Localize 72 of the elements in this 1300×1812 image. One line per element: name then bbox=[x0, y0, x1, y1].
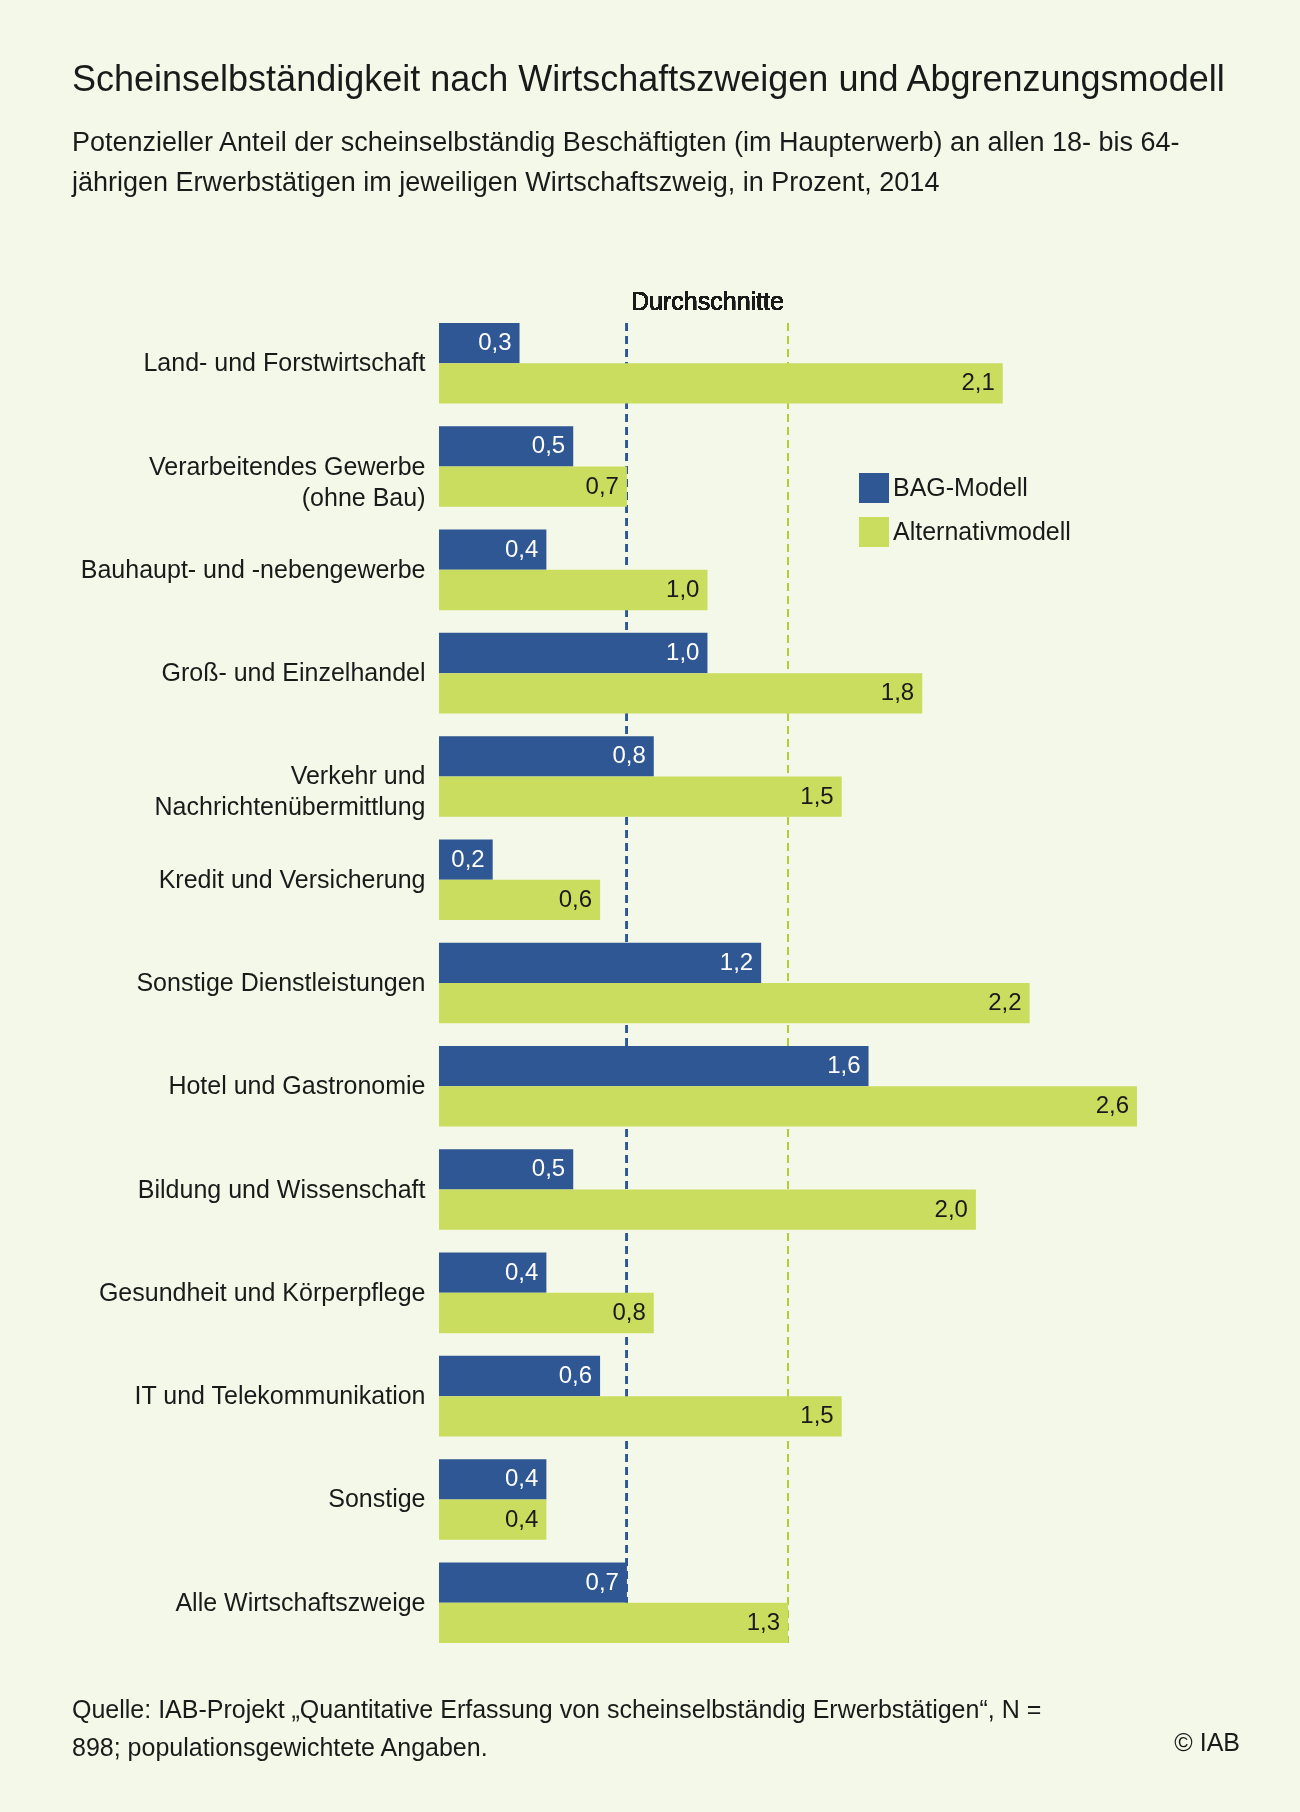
legend-label: Alternativmodell bbox=[893, 517, 1071, 545]
source-note: Quelle: IAB-Projekt „Quantitative Erfassung von scheinselbständig Erwerbstätigen“, N = 898; populationsgewichtete Angaben. bbox=[72, 1694, 1043, 1763]
data-label: 0,8 bbox=[612, 741, 646, 769]
bar bbox=[439, 942, 762, 983]
data-label: 0,7 bbox=[585, 471, 619, 499]
data-label: 0,3 bbox=[478, 328, 512, 356]
text: © IAB bbox=[1174, 1728, 1240, 1757]
bar bbox=[439, 323, 520, 364]
data-label: 0,4 bbox=[505, 534, 539, 562]
y-tick-label: IT und Telekommunikation bbox=[134, 1381, 426, 1410]
bar bbox=[439, 529, 547, 570]
legend-label: BAG-Modell bbox=[893, 473, 1028, 501]
y-tick-label: Bauhaupt- und -nebengewerbe bbox=[80, 554, 426, 583]
data-label: 0,4 bbox=[505, 1504, 539, 1532]
y-tick-label: Sonstige Dienstleistungen bbox=[136, 968, 426, 996]
data-label: 1,0 bbox=[666, 638, 700, 665]
bar bbox=[439, 1355, 601, 1397]
y-tick-label: Groß- und Einzelhandel bbox=[161, 658, 426, 687]
data-label: 2,2 bbox=[988, 988, 1022, 1016]
data-label: 0,4 bbox=[505, 1257, 539, 1285]
bar bbox=[439, 736, 654, 777]
y-tick-label: Kredit und Versicherung bbox=[158, 864, 426, 893]
data-label: 1,5 bbox=[800, 781, 834, 809]
bar bbox=[439, 1086, 1137, 1127]
bar bbox=[439, 1499, 547, 1540]
y-tick-label: Alle Wirtschaftszweige bbox=[175, 1587, 426, 1616]
bar bbox=[439, 632, 708, 674]
data-label: 0,5 bbox=[531, 431, 566, 459]
bar bbox=[439, 879, 601, 920]
y-tick-label: Sonstige bbox=[328, 1484, 426, 1513]
bar bbox=[439, 1149, 574, 1190]
bar bbox=[439, 426, 574, 467]
bar bbox=[439, 1562, 627, 1603]
bar bbox=[439, 363, 1003, 404]
bar bbox=[439, 466, 627, 507]
data-label: 2,1 bbox=[961, 368, 995, 396]
data-label: 1,5 bbox=[800, 1401, 834, 1429]
bar bbox=[439, 1046, 869, 1087]
text: Durchschnitte bbox=[631, 287, 784, 315]
bar bbox=[439, 673, 923, 714]
bar bbox=[439, 1396, 842, 1437]
y-tick-label: Land- und Forstwirtschaft bbox=[143, 348, 426, 377]
data-label: 0,6 bbox=[558, 884, 593, 912]
y-tick-label: Hotel und Gastronomie bbox=[168, 1071, 426, 1100]
y-tick-label: Verkehr und Nachrichtenübermittlung bbox=[154, 761, 426, 821]
y-tick-label: Gesundheit und Körperpflege bbox=[98, 1277, 426, 1306]
data-label: 1,3 bbox=[746, 1607, 780, 1635]
bar bbox=[439, 839, 493, 880]
data-label: 1,0 bbox=[666, 575, 700, 602]
bar bbox=[439, 983, 1030, 1024]
bar bbox=[439, 569, 708, 611]
data-label: 0,7 bbox=[585, 1567, 619, 1595]
data-label: 0,4 bbox=[505, 1464, 539, 1492]
data-label: 0,2 bbox=[451, 844, 485, 872]
bar bbox=[439, 1189, 976, 1230]
bar bbox=[439, 1459, 547, 1500]
bar bbox=[439, 776, 842, 817]
data-label: 2,0 bbox=[934, 1194, 968, 1222]
y-tick-label: Verarbeitendes Gewerbe (ohne Bau) bbox=[148, 451, 426, 511]
bar bbox=[439, 1252, 547, 1293]
bar bbox=[439, 1602, 788, 1643]
data-label: 1,8 bbox=[880, 678, 915, 706]
data-label: 2,6 bbox=[1095, 1091, 1129, 1119]
data-label: 0,6 bbox=[558, 1361, 593, 1388]
chart-subtitle: Potenzieller Anteil der scheinselbständig Beschäftigten (im Haupterwerb) an allen 18- bis 64-jährigen Erwerbstätigen im jeweiligen Wirtschaftszweig, in Prozent, 2014 bbox=[72, 126, 1181, 199]
chart-title: Scheinselbständigkeit nach Wirtschaftszweigen und Abgrenzungsmodell bbox=[72, 58, 1225, 100]
data-label: 1,6 bbox=[827, 1051, 861, 1079]
bar bbox=[439, 1292, 654, 1334]
data-label: 0,5 bbox=[531, 1154, 566, 1182]
y-tick-label: Bildung und Wissenschaft bbox=[137, 1174, 426, 1203]
data-label: 1,2 bbox=[719, 947, 754, 975]
data-label: 0,8 bbox=[612, 1298, 646, 1325]
